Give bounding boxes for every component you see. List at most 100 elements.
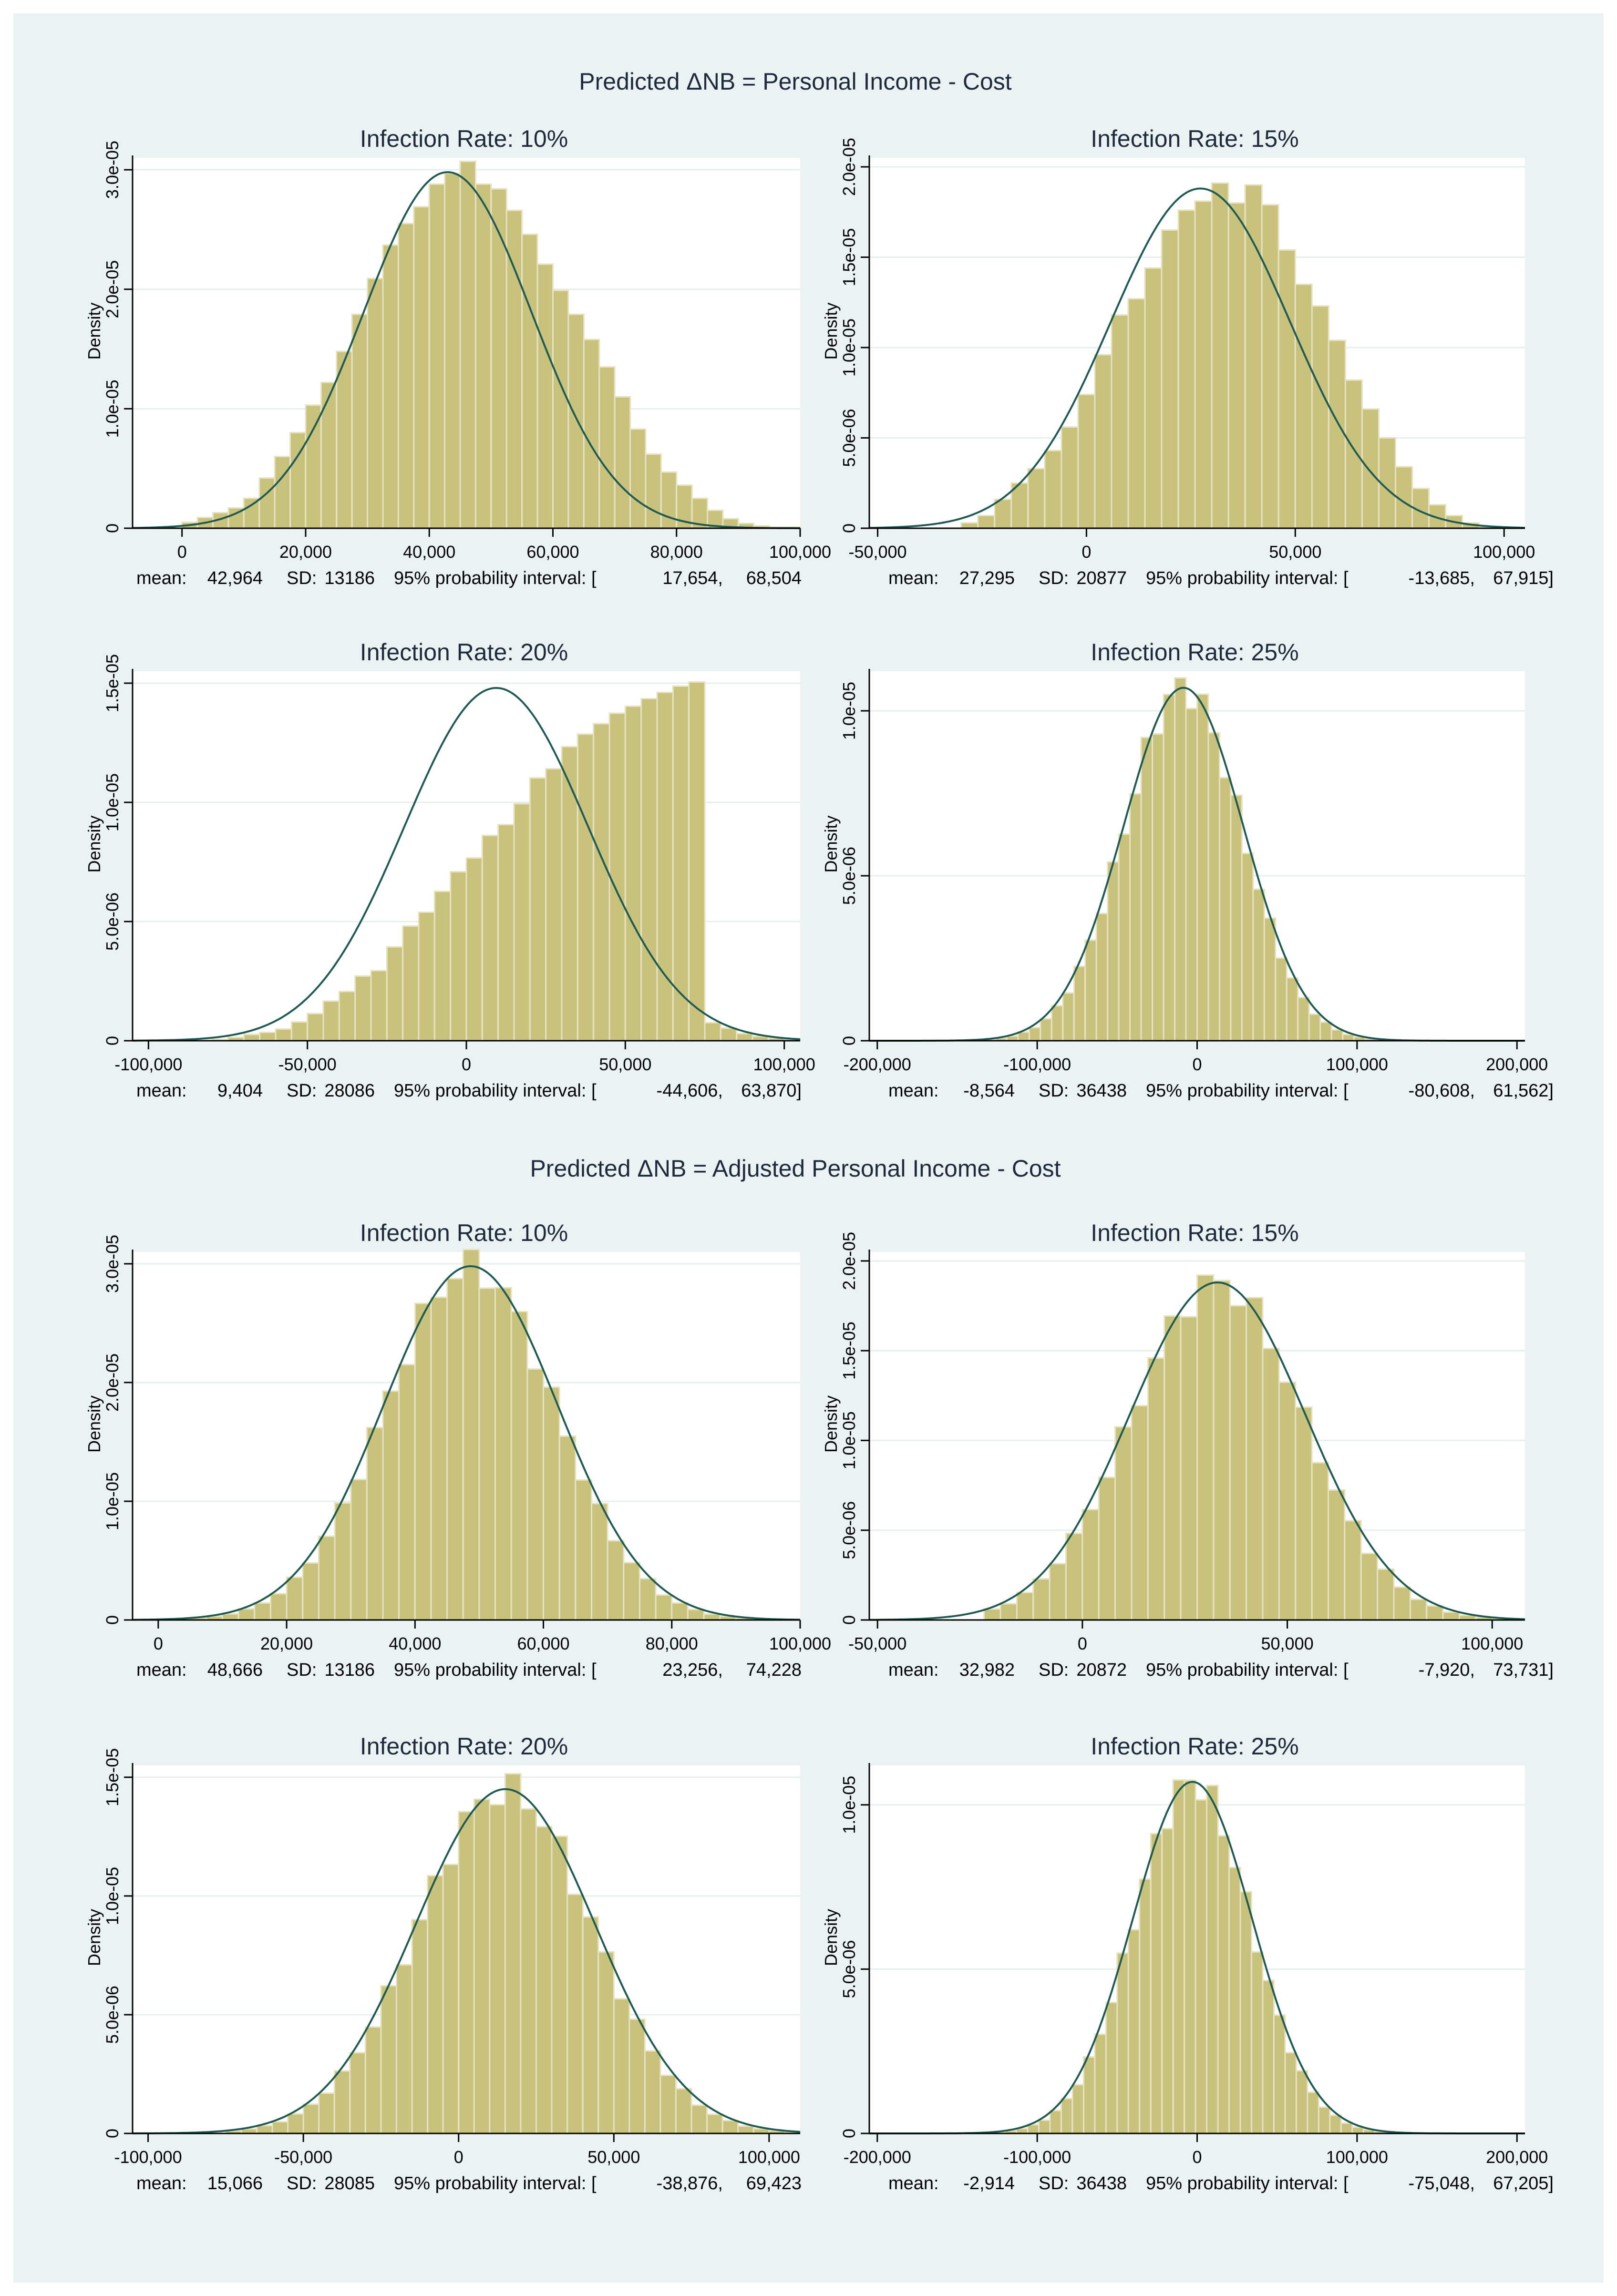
histogram-bar (397, 223, 415, 529)
histogram-bar (1286, 977, 1299, 1042)
histogram-bar (675, 2088, 692, 2134)
summary-interval-high: 61,562] (1493, 1081, 1554, 1101)
histogram-bar (1360, 1552, 1379, 1621)
histogram-bar (258, 477, 276, 529)
histogram-bar (1217, 1835, 1230, 2134)
histogram-panel: -50,000 0 50,000 100,000 0 5.0e-06 1.0e-05 1.5e… (821, 125, 1554, 588)
x-tick-label: -100,000 (1003, 1055, 1071, 1074)
summary-mean-label: mean: (136, 568, 187, 588)
histogram-bar (1139, 1878, 1152, 2134)
y-tick-label: 2.0e-05 (103, 1353, 122, 1412)
histogram-bar (269, 1593, 288, 1621)
histogram-bar (290, 1021, 309, 1042)
y-tick-label: 5.0e-06 (839, 847, 859, 905)
summary-sd-value: 13186 (324, 568, 375, 588)
y-axis-title: Density (821, 815, 841, 872)
histogram-bar (977, 514, 996, 529)
section-title: Predicted ΔNB = Personal Income - Cost (579, 68, 1012, 95)
histogram-bar (1071, 2084, 1084, 2134)
kde-line (133, 1788, 801, 2134)
panel-title: Infection Rate: 15% (1091, 1220, 1298, 1246)
histogram-bar (1077, 394, 1096, 529)
histogram-bar (526, 1368, 545, 1621)
histogram-bar (644, 2050, 661, 2134)
histogram-bar (1262, 1348, 1280, 1621)
y-tick-label: 0 (103, 1036, 122, 1046)
histogram-bar (545, 768, 563, 1042)
histogram-bar (577, 733, 595, 1042)
y-tick-label: 1.5e-05 (839, 228, 859, 286)
section-title: Predicted ΔNB = Adjusted Personal Income… (530, 1155, 1061, 1182)
y-tick-label: 5.0e-06 (103, 892, 122, 951)
kde-line (133, 687, 801, 1042)
histogram-panel: -200,000 -100,000 0 100,000 200,000 0 5.0e-06 1… (821, 639, 1554, 1101)
x-tick-label: 50,000 (1269, 542, 1321, 562)
histogram-panel: -100,000 -50,000 0 50,000 100,000 0 5.0e-06 1.0… (84, 639, 815, 1101)
histogram-bar (1163, 694, 1176, 1042)
summary-interval-label: 95% probability interval: [ (1146, 2173, 1349, 2194)
histogram-bar (1180, 1316, 1198, 1621)
x-tick-label: 200,000 (1486, 2147, 1548, 2167)
histogram-bar (370, 970, 388, 1042)
histogram-bar (428, 183, 446, 529)
histogram-bar (1262, 1979, 1275, 2134)
x-tick-label: 0 (177, 542, 187, 562)
histogram-bar (1129, 793, 1142, 1042)
histogram-bar (645, 453, 662, 529)
histogram-bar (364, 2026, 382, 2134)
y-tick-label: 1.0e-05 (839, 318, 859, 377)
y-axis-title: Density (84, 302, 104, 359)
histogram-panel: 0 20,000 40,000 60,000 80,000 100,000 0 1.0e-05… (84, 1220, 831, 1680)
histogram-bar (1118, 833, 1131, 1042)
y-tick-label: 5.0e-06 (839, 1940, 859, 1998)
x-tick-label: 50,000 (599, 1055, 651, 1074)
histogram-bar (1016, 2128, 1029, 2134)
histogram-bar (536, 263, 554, 529)
histogram-panel: -100,000 -50,000 0 50,000 100,000 0 5.0e-06 1.0… (84, 1733, 802, 2194)
summary-mean-label: mean: (888, 2173, 939, 2194)
histogram-bar (395, 1964, 413, 2134)
histogram-bar (1040, 1018, 1052, 1042)
histogram-bar (1211, 182, 1229, 529)
histogram-bar (1361, 408, 1380, 529)
histogram-bar (1246, 1297, 1264, 1621)
x-tick-label: -50,000 (848, 1634, 906, 1653)
y-tick-label: 0 (103, 523, 122, 533)
histogram-bar (380, 1985, 397, 2134)
histogram-bar (382, 244, 399, 529)
histogram-bar (1060, 2098, 1073, 2134)
summary-mean-label: mean: (888, 568, 939, 588)
histogram-bar (1328, 339, 1346, 529)
y-axis-title: Density (84, 1909, 104, 1966)
x-tick-label: -200,000 (844, 2147, 911, 2167)
y-tick-label: 0 (839, 523, 859, 533)
summary-interval-high: 63,870] (741, 1081, 802, 1101)
histogram-bar (350, 1478, 368, 1621)
histogram-bar (583, 338, 600, 529)
histogram-bar (628, 2018, 646, 2134)
histogram-bar (504, 1773, 522, 2134)
histogram-bar (1098, 1476, 1116, 1621)
summary-sd-label: SD: (287, 1081, 317, 1101)
histogram-bar (386, 946, 404, 1042)
histogram-bar (1010, 482, 1029, 529)
histogram-bar (1294, 283, 1313, 529)
histogram-bar (1094, 2033, 1107, 2134)
y-axis-title: Density (821, 1909, 841, 1966)
x-tick-label: 100,000 (1461, 1634, 1523, 1653)
summary-mean-value: -8,564 (963, 1081, 1015, 1101)
histogram-bar (1377, 1568, 1395, 1621)
histogram-bar (414, 1302, 432, 1621)
histogram-bar (430, 1296, 448, 1621)
histogram-bar (1111, 314, 1129, 529)
summary-mean-value: -2,914 (963, 2173, 1015, 2194)
histogram-bar (720, 1027, 738, 1042)
summary-sd-value: 20877 (1076, 568, 1127, 588)
histogram-bar (1239, 1891, 1253, 2134)
histogram-bar (1263, 917, 1277, 1042)
histogram-bar (1318, 2106, 1331, 2134)
histogram-bar (623, 1562, 640, 1621)
summary-interval-low: -13,685, (1409, 568, 1475, 588)
histogram-bar (1161, 1828, 1174, 2134)
histogram-bar (274, 456, 291, 529)
